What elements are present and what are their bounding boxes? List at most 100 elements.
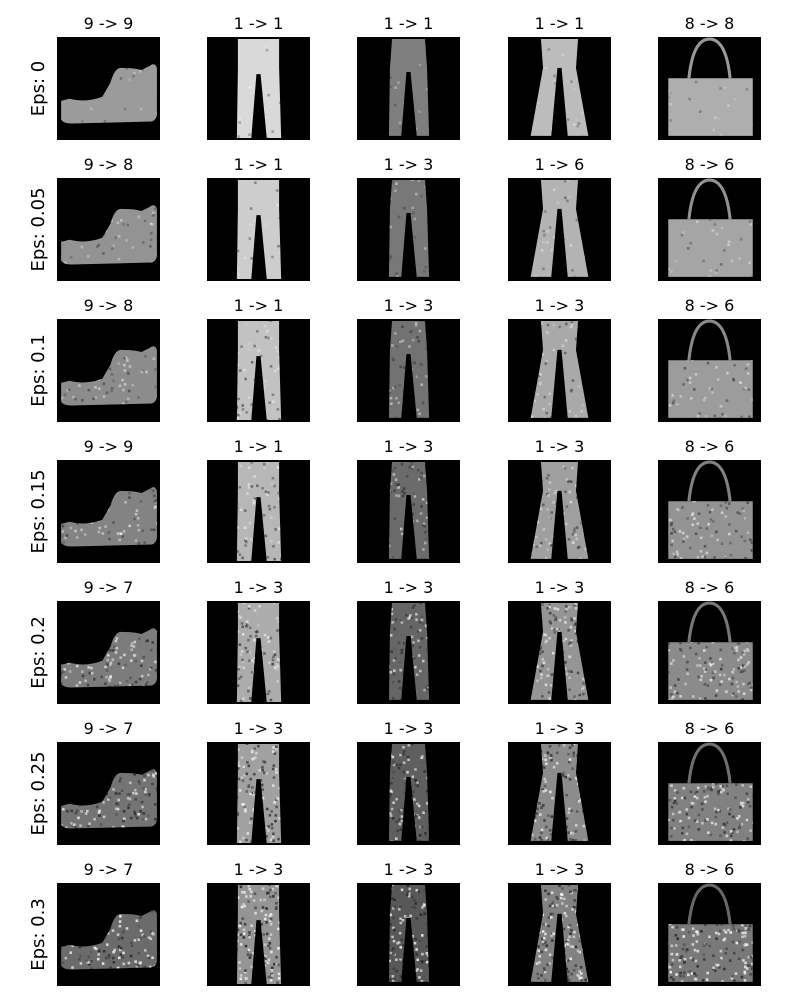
row-label: Eps: 0.2 [28, 616, 49, 689]
cell-title: 9 -> 7 [84, 860, 134, 879]
image-tile [508, 742, 611, 845]
image-tile [658, 37, 761, 140]
cell-title: 9 -> 8 [84, 155, 134, 174]
cell-title: 8 -> 6 [685, 578, 735, 597]
garment-silhouette [388, 180, 430, 277]
noise-texture [668, 80, 753, 136]
bag-strap [687, 178, 732, 220]
garment-silhouette [668, 642, 753, 700]
garment-silhouette [61, 487, 158, 547]
cell-title: 1 -> 3 [535, 578, 585, 597]
noise-texture [668, 219, 753, 277]
cell-title: 8 -> 6 [685, 437, 735, 456]
image-tile [658, 883, 761, 986]
garment-silhouette [530, 321, 589, 418]
image-tile [207, 601, 310, 704]
image-grid: Eps: 0 9 -> 9 1 -> 1 1 -> 1 1 -> 1 8 -> 8 Eps:… [28, 14, 761, 986]
cell-title: 1 -> 3 [234, 578, 284, 597]
noise-texture [236, 603, 282, 702]
row-label: Eps: 0 [28, 61, 49, 116]
image-tile [207, 460, 310, 563]
cell-title: 1 -> 1 [535, 14, 585, 33]
cell-title: 1 -> 3 [384, 719, 434, 738]
noise-texture [668, 360, 753, 418]
image-tile [357, 178, 460, 281]
image-tile [207, 883, 310, 986]
image-tile [57, 742, 160, 845]
garment-silhouette [236, 321, 282, 420]
image-tile [357, 601, 460, 704]
cell-title: 9 -> 9 [84, 14, 134, 33]
garment-silhouette [236, 39, 282, 138]
cell-title: 1 -> 1 [234, 296, 284, 315]
image-tile [658, 178, 761, 281]
noise-texture [668, 501, 753, 559]
bag-strap [687, 319, 732, 361]
noise-texture [236, 180, 282, 279]
garment-silhouette [61, 346, 158, 406]
garment-silhouette [388, 39, 430, 136]
garment-silhouette [236, 603, 282, 702]
image-tile [508, 319, 611, 422]
bag-strap [687, 601, 732, 643]
image-tile [207, 742, 310, 845]
garment-silhouette [668, 78, 753, 136]
image-tile [207, 319, 310, 422]
garment-silhouette [530, 885, 589, 982]
cell-title: 8 -> 6 [685, 296, 735, 315]
cell-title: 1 -> 1 [384, 14, 434, 33]
cell-title: 9 -> 8 [84, 296, 134, 315]
image-tile [57, 601, 160, 704]
image-tile [207, 37, 310, 140]
image-tile [357, 460, 460, 563]
garment-silhouette [668, 501, 753, 559]
image-tile [357, 742, 460, 845]
cell-title: 9 -> 9 [84, 437, 134, 456]
garment-silhouette [530, 180, 589, 277]
image-tile [508, 37, 611, 140]
garment-silhouette [61, 205, 158, 265]
image-tile [508, 460, 611, 563]
cell-title: 1 -> 3 [234, 719, 284, 738]
image-tile [357, 883, 460, 986]
cell-title: 1 -> 3 [535, 860, 585, 879]
row-label: Eps: 0.1 [28, 334, 49, 407]
cell-title: 1 -> 3 [384, 296, 434, 315]
noise-texture [668, 783, 753, 841]
noise-texture [236, 462, 282, 561]
image-tile [57, 460, 160, 563]
image-tile [508, 601, 611, 704]
bag-strap [687, 460, 732, 502]
noise-texture [668, 642, 753, 700]
garment-silhouette [530, 603, 589, 700]
bag-strap [687, 742, 732, 784]
garment-silhouette [61, 910, 158, 970]
garment-silhouette [236, 180, 282, 279]
row-label: Eps: 0.15 [28, 469, 49, 553]
noise-texture [668, 924, 753, 982]
garment-silhouette [61, 64, 158, 124]
cell-title: 9 -> 7 [84, 578, 134, 597]
image-tile [508, 178, 611, 281]
garment-silhouette [530, 39, 589, 136]
cell-title: 1 -> 6 [535, 155, 585, 174]
image-tile [658, 319, 761, 422]
image-tile [658, 742, 761, 845]
image-tile [357, 37, 460, 140]
cell-title: 1 -> 3 [384, 437, 434, 456]
garment-silhouette [236, 462, 282, 561]
garment-silhouette [388, 603, 430, 700]
cell-title: 1 -> 1 [234, 155, 284, 174]
row-label: Eps: 0.3 [28, 898, 49, 971]
cell-title: 8 -> 8 [685, 14, 735, 33]
garment-silhouette [668, 924, 753, 982]
bag-strap [687, 37, 732, 79]
cell-title: 9 -> 7 [84, 719, 134, 738]
image-tile [357, 319, 460, 422]
cell-title: 1 -> 1 [234, 437, 284, 456]
cell-title: 1 -> 3 [384, 155, 434, 174]
row-label: Eps: 0.25 [28, 751, 49, 835]
noise-texture [236, 885, 282, 984]
cell-title: 8 -> 6 [685, 719, 735, 738]
